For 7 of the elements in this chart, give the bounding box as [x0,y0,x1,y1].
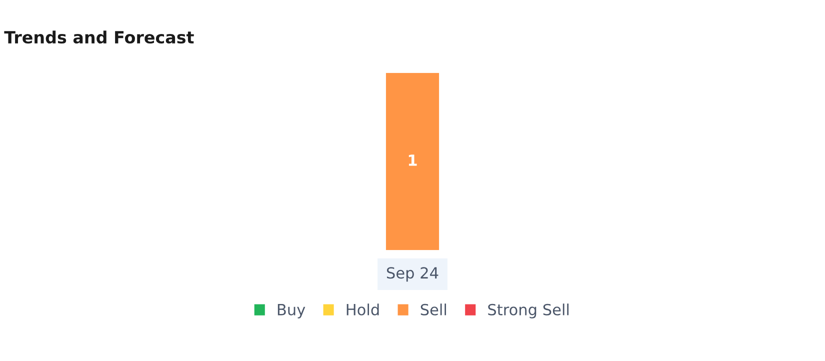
x-tick-label: Sep 24 [386,267,438,282]
legend-label: Hold [346,304,379,316]
legend-label: Buy [278,304,306,318]
legend-label: Strong Sell [488,304,569,318]
legend-label: Sell [420,304,446,316]
text: Trends and Forecast [4,30,194,44]
data-label: 1 [408,154,417,166]
